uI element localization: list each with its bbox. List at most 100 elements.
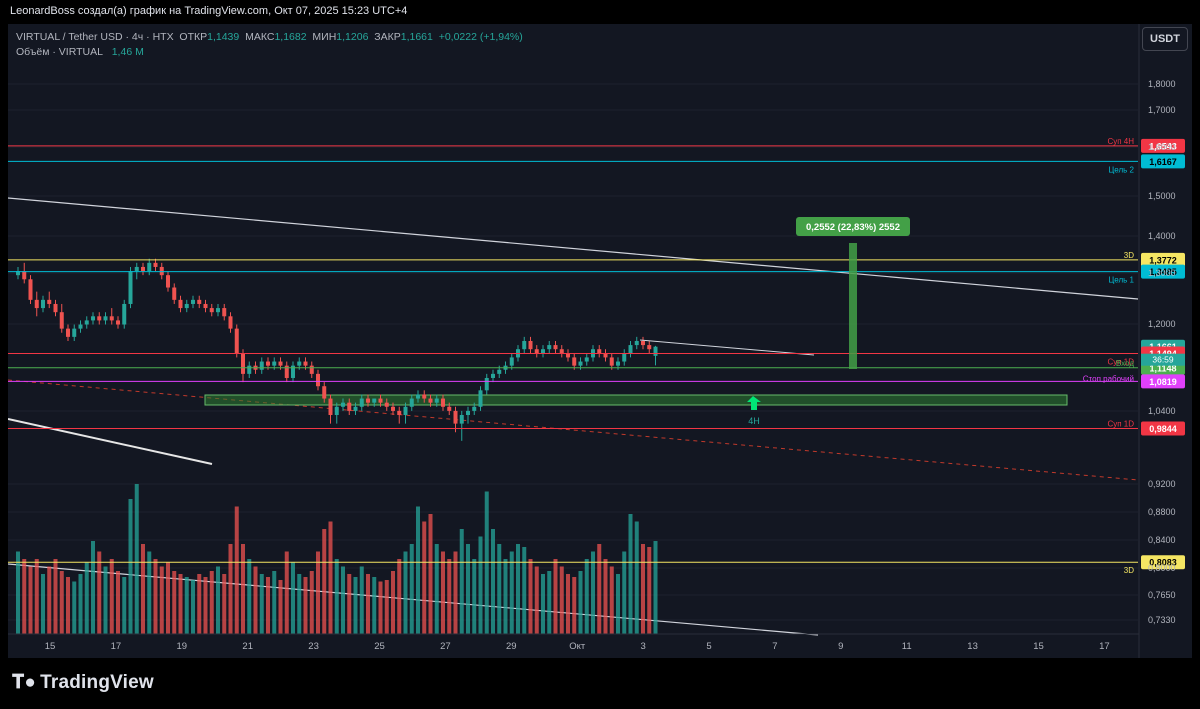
price-tag-text: 1,6543	[1149, 141, 1177, 151]
candle-body	[303, 361, 308, 366]
volume-bar	[397, 559, 402, 634]
tradingview-logo[interactable]: 𝐓● TradingView	[12, 672, 154, 694]
price-tag-bg	[1141, 421, 1185, 436]
open-label: ОТКР	[179, 31, 208, 43]
candle-body	[141, 266, 145, 272]
volume-bar	[459, 529, 464, 634]
y-tick-label: 0,8800	[1148, 507, 1176, 517]
candle-body	[97, 316, 102, 321]
countdown-bg	[1141, 353, 1185, 366]
volume-bar	[378, 581, 383, 634]
volume-bar	[253, 566, 258, 634]
candle-body	[466, 410, 470, 415]
volume-bar	[641, 544, 645, 634]
volume-bar	[34, 559, 39, 634]
candle-body	[397, 410, 402, 415]
volume-bar	[416, 506, 420, 634]
volume-bar	[634, 521, 639, 634]
x-tick-label: 21	[242, 641, 253, 652]
candle-body	[247, 365, 252, 374]
volume-bar	[141, 544, 145, 634]
volume-bar	[203, 577, 208, 634]
candle-body	[453, 410, 458, 424]
volume-bar	[578, 571, 583, 634]
candle-body	[216, 308, 220, 313]
candle-body	[403, 406, 408, 415]
open-value: 1,1439	[207, 31, 240, 43]
volume-bar	[428, 514, 433, 634]
high-value: 1,1682	[274, 31, 307, 43]
candle-body	[109, 316, 114, 321]
volume-bar	[134, 484, 139, 634]
price-tag-text: 1,3772	[1149, 255, 1177, 265]
x-tick-label: 19	[177, 641, 188, 652]
low-value: 1,1206	[336, 31, 369, 43]
x-tick-label: 15	[45, 641, 56, 652]
trend-line-local	[639, 339, 815, 356]
volume-bar	[559, 566, 564, 634]
candle-body	[559, 349, 564, 354]
close-value: 1,1661	[400, 31, 433, 43]
candle-body	[378, 398, 383, 403]
price-tag-bg	[1141, 154, 1185, 169]
volume-bar	[647, 547, 652, 634]
currency-button[interactable]: USDT	[1142, 27, 1188, 51]
candle-body	[522, 340, 527, 350]
volume-bar	[441, 551, 445, 634]
volume-bar	[353, 577, 358, 634]
volume-bar	[209, 571, 214, 634]
candle-body	[159, 266, 164, 276]
candle-body	[441, 398, 445, 407]
volume-label[interactable]: Объём · VIRTUAL	[16, 46, 103, 58]
volume-bar	[553, 559, 558, 634]
x-tick-label: 25	[374, 641, 385, 652]
volume-bar	[609, 566, 614, 634]
volume-bar	[497, 544, 502, 634]
volume-bar	[53, 559, 58, 634]
x-tick-label: 9	[838, 641, 843, 652]
candle-body	[572, 357, 577, 366]
volume-legend-row: Объём · VIRTUAL 1,46 M	[16, 45, 523, 60]
volume-bar	[509, 551, 514, 634]
volume-bar	[197, 574, 202, 634]
candle-body	[497, 369, 502, 374]
symbol-name[interactable]: VIRTUAL / Tether USD · 4ч · HTX	[16, 31, 174, 43]
chart-canvas[interactable]: Суп 4H 1,6543 Цель 2 1,6167 3D 1,3772 Цель 1 1,…	[8, 24, 1192, 658]
candle-body	[203, 303, 208, 309]
volume-bar	[166, 562, 170, 634]
volume-bar	[147, 551, 152, 634]
y-tick-label: 1,8000	[1148, 79, 1176, 89]
candle-body	[653, 346, 658, 356]
volume-bar	[234, 506, 239, 634]
volume-bar	[478, 536, 483, 634]
price-tag-text: 0,8083	[1149, 558, 1177, 568]
candle-body	[641, 340, 645, 346]
candle-body	[553, 345, 558, 350]
volume-bar	[22, 559, 27, 634]
candle-body	[578, 361, 583, 366]
stop-zone-box	[204, 394, 1068, 406]
tv-logo-icon: 𝐓●	[12, 672, 37, 693]
candle-body	[472, 406, 477, 411]
x-tick-label: 17	[111, 641, 122, 652]
x-tick-label: 29	[506, 641, 517, 652]
measure-bar	[849, 243, 857, 369]
candle-body	[322, 386, 327, 399]
candle-body	[103, 316, 108, 321]
candle-body	[91, 316, 95, 321]
volume-bar	[372, 577, 377, 634]
volume-bar	[541, 574, 545, 634]
price-tag-text: 1,1148	[1149, 363, 1176, 373]
volume-bar	[422, 521, 427, 634]
volume-bar	[566, 574, 570, 634]
candle-body	[609, 357, 614, 366]
entry-arrow-icon	[747, 396, 761, 410]
price-tag-text: 0,9844	[1149, 424, 1177, 434]
price-tag-text: 1,6167	[1149, 157, 1177, 167]
candle-body	[53, 303, 58, 313]
candle-body	[228, 316, 233, 329]
candle-body	[597, 349, 602, 354]
volume-bar	[272, 571, 277, 634]
chart-frame[interactable]: Суп 4H 1,6543 Цель 2 1,6167 3D 1,3772 Цель 1 1,…	[8, 24, 1192, 658]
candle-body	[266, 361, 270, 366]
